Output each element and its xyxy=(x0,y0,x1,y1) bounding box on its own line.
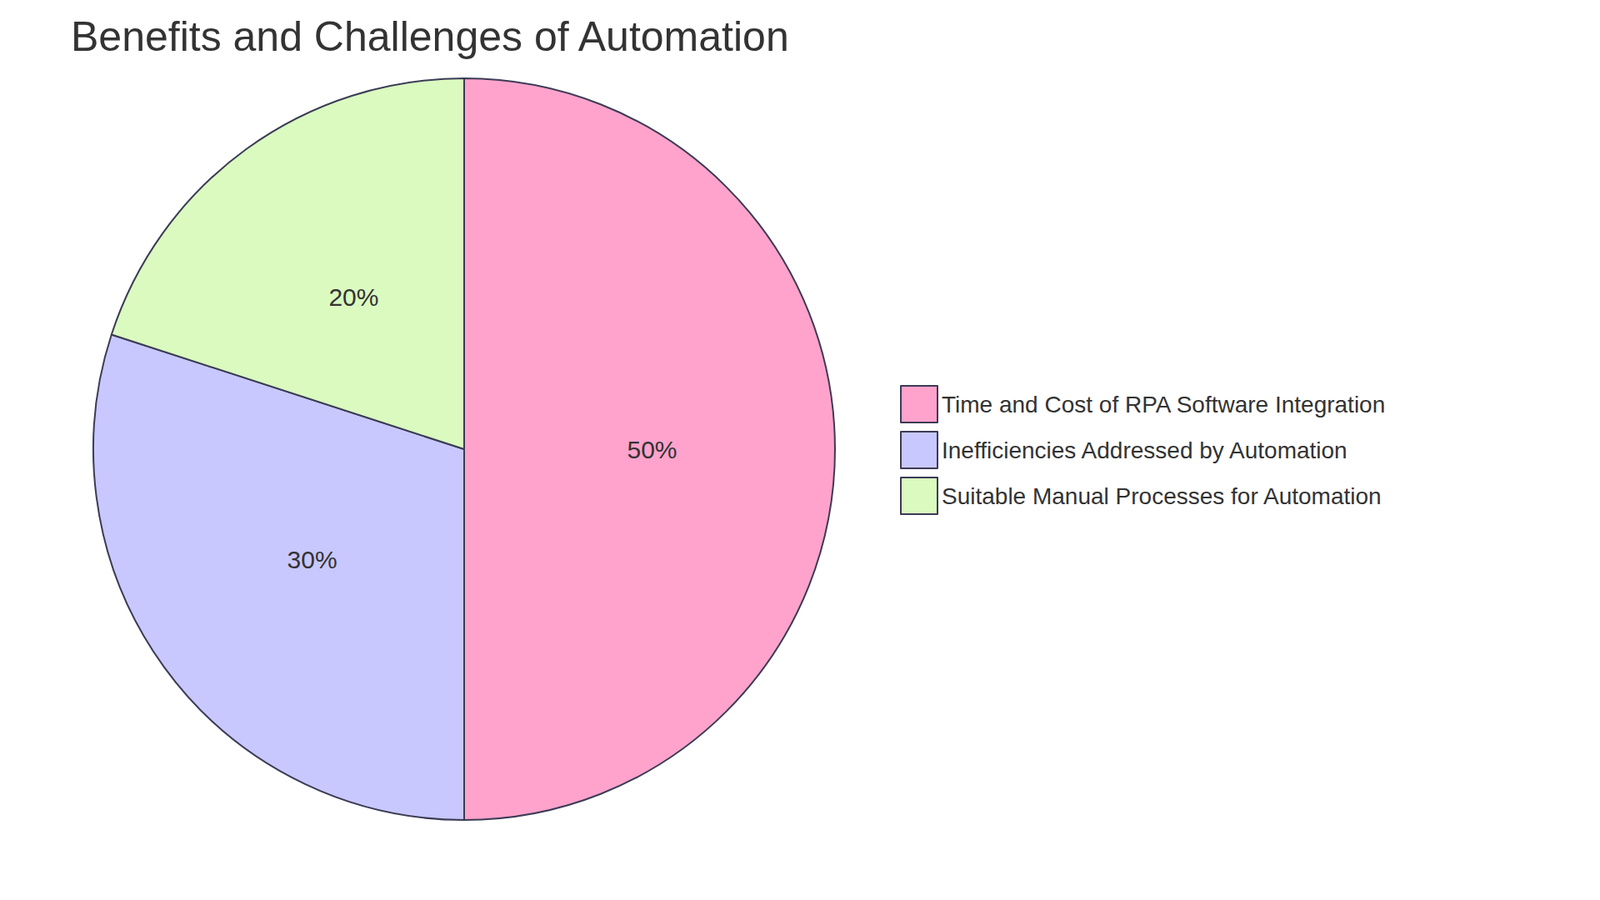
svg-text:Inefficiencies Addressed by Au: Inefficiencies Addressed by Automation xyxy=(941,437,1348,464)
svg-text:Time and Cost of RPA Software: Time and Cost of RPA Software Integratio… xyxy=(941,391,1385,418)
svg-text:Benefits and Challenges of Aut: Benefits and Challenges of Automation xyxy=(70,13,790,60)
svg-text:20%: 20% xyxy=(328,283,379,311)
svg-text:Suitable Manual Processes for: Suitable Manual Processes for Automation xyxy=(941,483,1382,510)
svg-text:30%: 30% xyxy=(287,545,338,574)
svg-text:50%: 50% xyxy=(626,435,677,464)
